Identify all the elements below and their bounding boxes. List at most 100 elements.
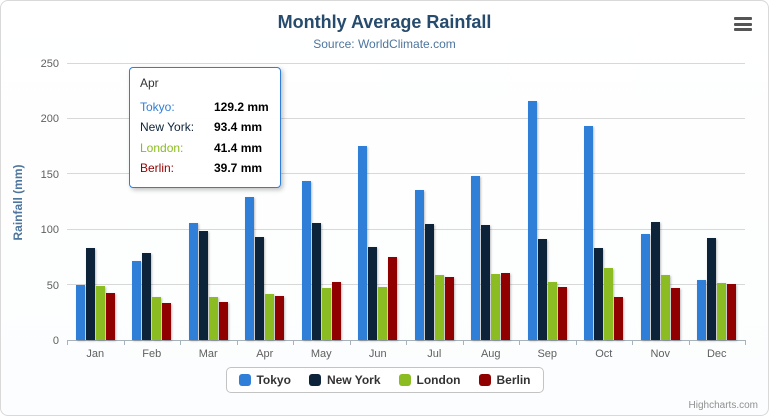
bar-new-york[interactable]: [85, 247, 95, 340]
chart-title: Monthly Average Rainfall: [277, 12, 492, 32]
x-tick-label: Jun: [368, 348, 387, 360]
gridline: [67, 173, 745, 175]
bar-berlin[interactable]: [727, 283, 737, 340]
bar-new-york[interactable]: [255, 236, 265, 340]
legend-item-london[interactable]: London: [398, 373, 461, 387]
legend-item-new-york[interactable]: New York: [308, 373, 381, 387]
legend-item-berlin[interactable]: Berlin: [478, 373, 531, 387]
bar-new-york[interactable]: [368, 246, 378, 340]
bar-new-york[interactable]: [707, 238, 717, 340]
bar-london[interactable]: [152, 297, 162, 340]
bar-tokyo[interactable]: [471, 176, 481, 340]
tooltip-series-value: 41.4 mm: [214, 140, 263, 155]
bar-new-york[interactable]: [198, 231, 208, 340]
y-tick-label: 0: [52, 335, 59, 347]
tooltip-series-name: Berlin:: [140, 161, 175, 176]
x-tick-label: Mar: [198, 348, 218, 360]
legend-label: London: [416, 373, 461, 387]
bar-london[interactable]: [660, 274, 670, 340]
bar-tokyo[interactable]: [188, 222, 198, 340]
x-tick-label: Feb: [142, 348, 162, 360]
bar-tokyo[interactable]: [584, 125, 594, 340]
bar-tokyo[interactable]: [640, 234, 650, 340]
credits-link[interactable]: Highcharts.com: [688, 400, 758, 411]
bar-tokyo[interactable]: [358, 145, 368, 340]
bar-london[interactable]: [604, 268, 614, 340]
bar-new-york[interactable]: [142, 253, 152, 340]
tooltip-row: New York: 93.4 mm: [140, 117, 270, 137]
gridline: [67, 63, 745, 64]
tooltip-series-name: Tokyo:: [140, 100, 175, 114]
bar-new-york[interactable]: [537, 239, 547, 340]
bar-tokyo[interactable]: [414, 190, 424, 340]
bar-berlin[interactable]: [162, 303, 172, 340]
bar-london[interactable]: [434, 274, 444, 340]
tooltip-row: Berlin: 39.7 mm: [140, 158, 270, 178]
bar-group: [689, 64, 746, 340]
bar-new-york[interactable]: [311, 222, 321, 340]
axis-tick: [575, 340, 577, 345]
bar-tokyo[interactable]: [75, 284, 85, 340]
bar-tokyo[interactable]: [301, 181, 311, 340]
tooltip-series-value: 129.2 mm: [214, 100, 269, 114]
legend-label: New York: [326, 373, 381, 387]
bar-london[interactable]: [717, 283, 727, 340]
bar-london[interactable]: [378, 286, 388, 340]
axis-tick: [349, 340, 351, 345]
x-tick-label: May: [310, 348, 332, 360]
x-tick-label: Jan: [86, 348, 105, 360]
bar-berlin[interactable]: [218, 301, 228, 340]
bar-london[interactable]: [208, 296, 218, 340]
bar-series: [67, 64, 745, 340]
axis-tick: [745, 340, 746, 345]
bar-berlin[interactable]: [444, 276, 454, 340]
bar-berlin[interactable]: [331, 281, 341, 340]
bar-new-york[interactable]: [650, 222, 660, 340]
bar-new-york[interactable]: [424, 224, 434, 340]
axis-tick: [180, 340, 181, 345]
bar-london[interactable]: [547, 282, 557, 340]
x-tick-label: Sep: [537, 348, 558, 360]
legend-symbol: [398, 374, 411, 386]
bar-tokyo[interactable]: [697, 279, 707, 340]
bar-group: [67, 64, 124, 340]
bar-group: [180, 64, 237, 340]
y-tick-label: 200: [40, 113, 59, 126]
bar-london[interactable]: [95, 286, 105, 340]
axis-tick: [462, 340, 464, 345]
bar-london[interactable]: [491, 274, 501, 340]
bar-berlin[interactable]: [501, 273, 511, 340]
y-axis-labels: 0 50 100 150 200 250: [1, 58, 59, 347]
bar-london[interactable]: [265, 294, 275, 340]
bar-berlin[interactable]: [275, 296, 285, 340]
bar-london[interactable]: [321, 288, 331, 340]
bar-tokyo[interactable]: [527, 101, 537, 340]
y-tick-label: 100: [40, 224, 59, 237]
hamburger-icon: [734, 17, 752, 20]
legend-item-tokyo[interactable]: Tokyo: [238, 373, 291, 387]
chart-subtitle: Source: WorldClimate.com: [313, 37, 456, 51]
x-axis-ticks: [67, 340, 746, 345]
bar-berlin[interactable]: [557, 287, 567, 340]
gridline: [67, 118, 745, 120]
bar-new-york[interactable]: [481, 224, 491, 340]
y-tick-label: 250: [40, 58, 59, 70]
bar-new-york[interactable]: [594, 247, 604, 340]
legend-symbol: [478, 374, 491, 386]
bar-berlin[interactable]: [105, 293, 115, 340]
axis-tick: [67, 340, 68, 345]
export-menu-button[interactable]: [734, 17, 752, 31]
x-tick-label: Jul: [427, 348, 442, 360]
bar-berlin[interactable]: [670, 288, 680, 340]
legend: Tokyo New York London Berlin: [225, 367, 544, 393]
axis-tick: [519, 340, 520, 345]
bar-berlin[interactable]: [388, 256, 398, 340]
legend-label: Tokyo: [256, 373, 291, 387]
gridline: [67, 283, 745, 285]
bar-tokyo[interactable]: [245, 197, 255, 340]
bar-group: [519, 64, 576, 340]
x-tick-label: Dec: [706, 348, 727, 360]
bar-berlin[interactable]: [614, 296, 624, 340]
bar-tokyo[interactable]: [132, 261, 142, 340]
tooltip-series-value: 39.7 mm: [214, 161, 263, 176]
